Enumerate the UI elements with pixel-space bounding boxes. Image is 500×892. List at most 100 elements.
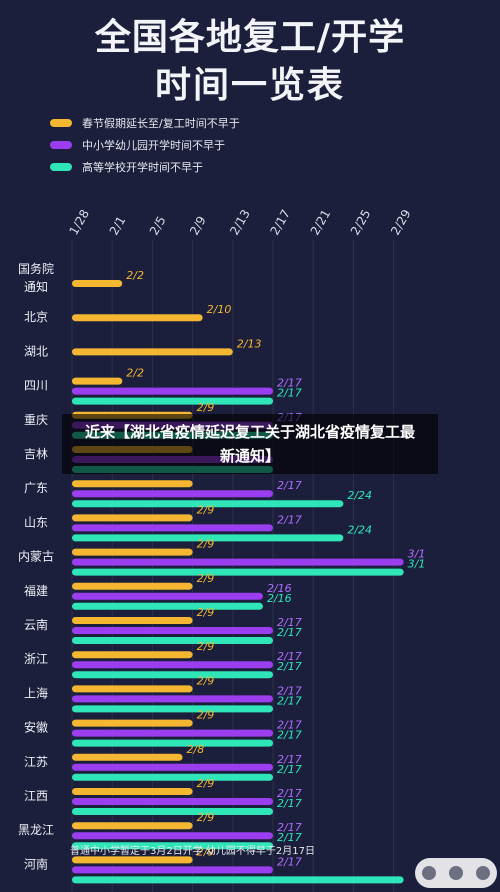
bar [72, 558, 404, 566]
category-label: 云南 [24, 617, 48, 632]
bar [72, 348, 233, 356]
bar-value-label: 2/17 [277, 694, 302, 707]
bar [72, 377, 123, 385]
x-tick-label: 2/13 [227, 207, 253, 237]
bar-value-label: 2/17 [277, 513, 302, 526]
x-tick-label: 2/17 [267, 207, 293, 237]
legend-label-school: 中小学幼儿园开学时间不早于 [82, 139, 225, 152]
bar [72, 524, 273, 532]
bar [72, 788, 193, 795]
category-label: 浙江 [24, 652, 48, 666]
bar [72, 866, 273, 874]
bar-value-label: 2/2 [126, 367, 144, 380]
bar-value-label: 2/9 [197, 401, 215, 414]
x-tick-label: 2/25 [348, 207, 374, 237]
legend-item-college: 高等学校开学时间不早于 [50, 156, 240, 178]
bar-value-label: 2/17 [277, 729, 302, 742]
bar-value-label: 2/13 [237, 337, 262, 350]
chart-legend: 春节假期延长至/复工时间不早于 中小学幼儿园开学时间不早于 高等学校开学时间不早… [50, 112, 240, 178]
category-label: 安徽 [24, 720, 48, 735]
category-label: 重庆 [24, 413, 48, 427]
bar [72, 480, 193, 488]
legend-item-school: 中小学幼儿园开学时间不早于 [50, 134, 240, 156]
bar-value-label: 2/9 [197, 640, 215, 653]
legend-swatch-work [50, 119, 72, 127]
bar-value-label: 2/17 [277, 387, 302, 400]
bar-value-label: 2/17 [277, 797, 302, 810]
bar-value-label: 2/9 [197, 709, 215, 722]
category-label: 江苏 [24, 755, 48, 769]
bar [72, 671, 273, 679]
bar-value-label: 3/1 [408, 558, 426, 571]
category-label: 河南 [24, 856, 48, 871]
bar [72, 490, 273, 498]
bar [72, 842, 273, 850]
bar [72, 719, 193, 727]
bar-value-label: 2/17 [277, 787, 302, 800]
bar [72, 705, 273, 713]
x-tick-label: 1/28 [66, 207, 92, 237]
bar-value-label: 2/24 [347, 523, 372, 536]
bar-value-label: 2/16 [267, 592, 292, 605]
bar-value-label: 2/17 [277, 479, 302, 492]
category-label: 吉林 [24, 447, 48, 461]
watermark-badge [415, 858, 497, 888]
bar-value-label: 2/9 [197, 811, 215, 824]
legend-swatch-school [50, 141, 72, 149]
category-label: 通知 [24, 280, 48, 294]
category-label: 福建 [24, 583, 48, 598]
bar-value-label: 2/24 [347, 489, 372, 502]
category-label: 江西 [24, 789, 48, 803]
watermark-dot-icon [476, 866, 491, 880]
category-label: 上海 [24, 685, 48, 700]
bar [72, 876, 404, 884]
bar [72, 314, 203, 322]
bar-value-label: 2/9 [197, 538, 215, 551]
bar [72, 729, 273, 737]
bar [72, 534, 344, 542]
bar [72, 514, 193, 522]
x-tick-label: 2/1 [107, 214, 129, 238]
category-label: 山东 [24, 515, 48, 529]
bar [72, 548, 193, 556]
bar [72, 397, 273, 405]
bar [72, 617, 193, 624]
legend-item-work: 春节假期延长至/复工时间不早于 [50, 112, 240, 134]
x-tick-label: 2/29 [388, 207, 414, 237]
bar-value-label: 2/17 [277, 719, 302, 732]
bar-value-label: 2/9 [197, 845, 215, 858]
bar-value-label: 2/17 [277, 650, 302, 663]
x-tick-label: 2/21 [308, 207, 334, 237]
bar [72, 822, 193, 830]
bar-value-label: 2/17 [277, 855, 302, 868]
bar-value-label: 2/10 [207, 303, 232, 316]
bar [72, 627, 273, 634]
x-tick-label: 2/5 [147, 214, 169, 238]
watermark-dot-icon [421, 866, 436, 880]
bar-value-label: 2/9 [197, 674, 215, 687]
bar [72, 798, 273, 805]
bar [72, 592, 263, 600]
bar [72, 832, 273, 840]
legend-label-college: 高等学校开学时间不早于 [82, 161, 203, 174]
category-label: 国务院 [18, 261, 54, 276]
news-overlay-banner: 近来【湖北省疫情延迟复工关于湖北省疫情复工最新通知】 [62, 414, 438, 474]
bar [72, 808, 273, 815]
legend-label-work: 春节假期延长至/复工时间不早于 [82, 117, 240, 130]
category-label: 北京 [24, 310, 48, 324]
bar-value-label: 2/17 [277, 684, 302, 697]
bar-value-label: 2/2 [126, 269, 144, 282]
bar [72, 387, 273, 395]
bar [72, 500, 344, 508]
bar-value-label: 2/17 [277, 377, 302, 390]
category-label: 内蒙古 [18, 549, 54, 564]
bar [72, 695, 273, 703]
news-overlay-text: 近来【湖北省疫情延迟复工关于湖北省疫情复工最新通知】 [84, 423, 415, 465]
bar-value-label: 2/8 [187, 743, 205, 756]
bar-value-label: 2/16 [267, 582, 292, 595]
category-label: 湖北 [24, 343, 48, 358]
bar-value-label: 2/17 [277, 821, 302, 834]
bar [72, 661, 273, 669]
category-label: 四川 [24, 379, 48, 393]
